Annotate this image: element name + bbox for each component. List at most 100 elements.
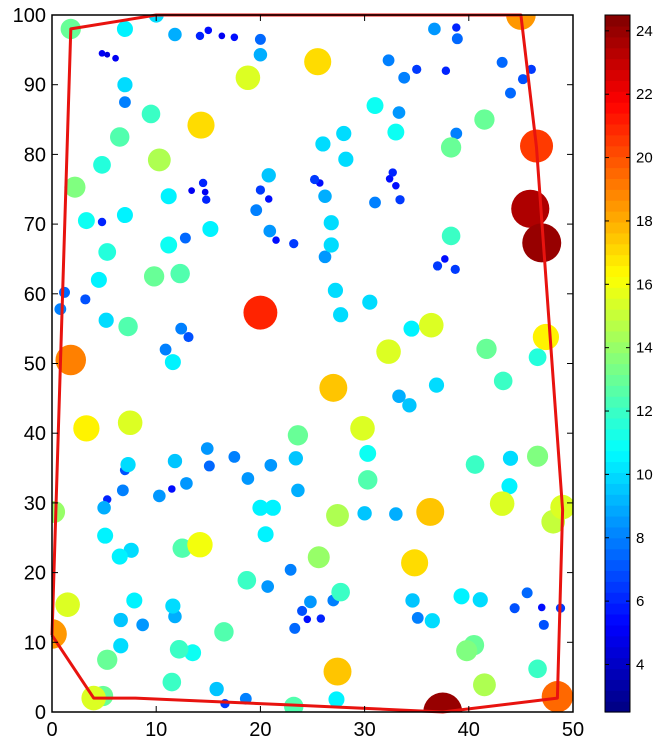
data-point (473, 673, 496, 697)
colorbar-tick-label: 16 (636, 276, 653, 293)
data-point (403, 320, 420, 337)
colorbar-segment (605, 113, 630, 125)
colorbar-segment (605, 690, 630, 702)
data-point (284, 563, 297, 576)
data-point (97, 649, 118, 670)
data-point (328, 691, 345, 708)
data-point (175, 322, 188, 335)
data-point (257, 526, 274, 543)
data-point (118, 316, 138, 337)
y-tick-label: 90 (24, 75, 46, 97)
data-point (537, 603, 546, 612)
colorbar-segment (605, 309, 630, 321)
data-point (263, 224, 277, 238)
colorbar-segment (605, 461, 630, 474)
data-point (319, 373, 348, 402)
data-point (77, 212, 95, 230)
data-point (532, 323, 560, 351)
x-tick-label: 30 (353, 719, 375, 741)
data-point (116, 20, 133, 37)
data-point (172, 538, 192, 558)
data-point (452, 23, 461, 32)
data-point (389, 507, 403, 521)
data-point (288, 451, 303, 466)
colorbar-segment (605, 330, 630, 343)
data-point (517, 74, 529, 85)
data-point (450, 127, 463, 140)
colorbar-segment (605, 123, 630, 136)
data-point (168, 27, 182, 42)
data-point (419, 312, 444, 338)
boundary-line (50, 13, 565, 714)
data-point (261, 168, 276, 183)
data-point (315, 136, 331, 152)
data-point (136, 618, 149, 632)
data-point (143, 266, 165, 287)
data-point (201, 188, 209, 196)
data-point (392, 389, 406, 404)
y-tick-label: 80 (24, 144, 46, 166)
colorbar-tick-label: 10 (636, 466, 653, 483)
data-point (112, 54, 119, 62)
colorbar-tick-label: 4 (636, 656, 644, 673)
data-point (428, 377, 445, 393)
data-point (316, 614, 326, 623)
data-point (522, 223, 562, 263)
data-point (304, 595, 317, 609)
colorbar-segment (605, 417, 630, 430)
data-point (254, 33, 266, 45)
colorbar-segment (605, 494, 630, 506)
data-point (117, 410, 143, 436)
data-point (291, 483, 305, 498)
data-point (160, 188, 177, 205)
data-point (264, 499, 281, 516)
data-point (264, 458, 278, 472)
x-tick-label: 40 (458, 719, 480, 741)
data-point (90, 271, 107, 288)
data-point (104, 51, 111, 58)
x-tick-label: 10 (145, 719, 167, 741)
data-point (476, 338, 497, 360)
colorbar-segment (605, 341, 630, 354)
data-point (98, 312, 114, 328)
data-point (489, 491, 515, 516)
colorbar-segment (605, 156, 630, 169)
colorbar-tick-label: 12 (636, 403, 653, 420)
data-point (116, 207, 133, 224)
data-point (188, 187, 195, 194)
y-tick-label: 60 (24, 284, 46, 306)
data-point (387, 123, 405, 141)
data-point (318, 250, 332, 264)
data-point (382, 54, 395, 67)
data-point (453, 588, 470, 605)
colorbar-segment (605, 657, 630, 670)
colorbar-segment (605, 592, 630, 604)
data-point (385, 175, 394, 183)
data-point (183, 331, 194, 343)
data-point (255, 185, 266, 195)
data-point (200, 442, 214, 455)
data-point (338, 151, 354, 167)
data-point (126, 592, 143, 609)
data-point (527, 445, 549, 467)
colorbar-tick-label: 20 (636, 150, 653, 167)
data-point (116, 484, 129, 497)
data-point (474, 109, 495, 130)
data-point (261, 580, 275, 593)
x-tick-label: 0 (46, 719, 57, 741)
colorbar-segment (605, 25, 630, 38)
data-point (93, 155, 111, 174)
data-point (297, 605, 308, 616)
colorbar-segment (605, 58, 630, 71)
colorbar-segment (605, 287, 630, 299)
data-point (326, 504, 349, 527)
data-point (228, 450, 241, 463)
data-point (52, 500, 66, 523)
data-point (164, 354, 181, 371)
y-tick-label: 20 (24, 563, 46, 585)
colorbar-segment (605, 167, 630, 179)
data-point (80, 294, 91, 305)
colorbar-segment (605, 178, 630, 190)
data-point (214, 622, 234, 642)
